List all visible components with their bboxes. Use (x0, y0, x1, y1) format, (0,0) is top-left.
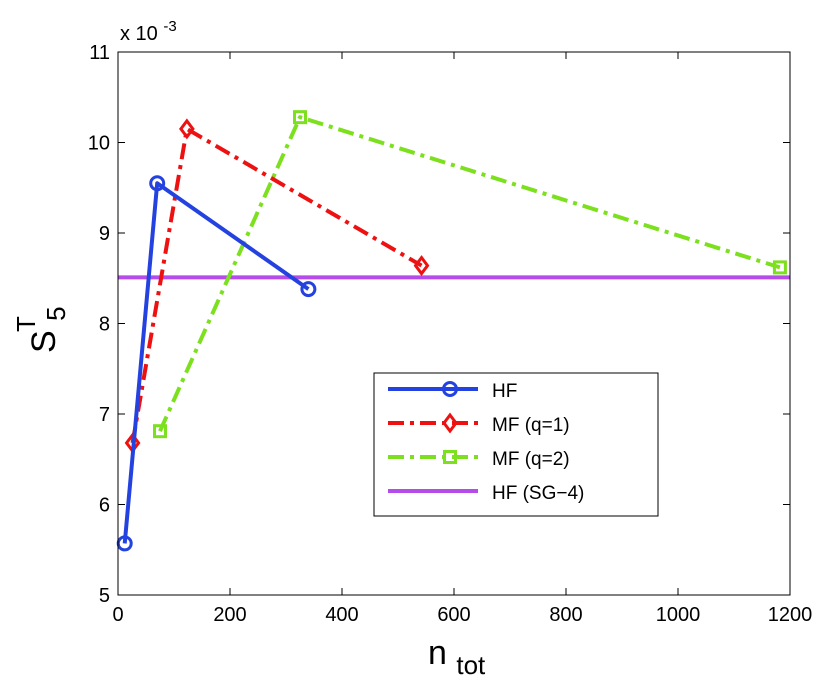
y-tick-label-2: 7 (99, 404, 110, 426)
series-0-point-2 (300, 281, 317, 298)
x-tick-label-3: 600 (437, 604, 470, 626)
series-1-point-1 (179, 118, 195, 140)
series-2-point-0 (153, 424, 167, 439)
y-scale-note: x 10 -3 (120, 18, 177, 45)
y-tick-label-0: 5 (99, 585, 110, 607)
y-tick-label-4: 9 (99, 223, 110, 245)
x-axis-title: n tot (428, 634, 486, 680)
legend-entry-hf-sg4: HF (SG−4) (492, 483, 584, 504)
series-1-line (130, 126, 423, 444)
y-axis-title-sub: 5 (41, 306, 71, 320)
legend-entry-mf-q1: MF (q=1) (492, 415, 570, 436)
legend-entry-hf: HF (492, 381, 517, 402)
x-tick-label-0: 0 (112, 604, 123, 626)
y-scale-note-text: x 10 (120, 23, 158, 45)
legend-key-marker-2 (443, 450, 457, 464)
series-2-line (158, 115, 781, 433)
x-axis-title-main: n (428, 634, 447, 672)
y-axis-title: S 5 T (11, 297, 73, 353)
y-tick-label-5: 10 (88, 133, 110, 155)
legend: HF MF (q=1) MF (q=2) HF (SG−4) (373, 372, 659, 517)
x-tick-label-4: 800 (549, 604, 582, 626)
series-1-point-2 (413, 255, 430, 277)
y-scale-exponent: -3 (163, 18, 176, 35)
y-tick-label-6: 11 (89, 42, 110, 64)
y-axis-title-main: S (25, 330, 63, 353)
x-axis-title-sub: tot (456, 650, 486, 680)
legend-box (373, 372, 659, 517)
y-tick-label-3: 8 (99, 314, 110, 336)
y-axis-title-sup: T (11, 316, 41, 332)
x-tick-label-6: 1200 (768, 604, 813, 626)
x-tick-label-5: 1000 (656, 604, 701, 626)
y-tick-label-1: 6 (99, 495, 110, 517)
x-tick-label-2: 400 (325, 604, 358, 626)
axis-ticks: 0 200 400 600 800 1000 1200 5 6 7 8 9 10 11 (88, 42, 813, 626)
legend-key-marker-0 (442, 381, 458, 397)
series-2-point-2 (772, 260, 787, 275)
series-2-point-1 (293, 110, 307, 125)
plot-marks (116, 110, 790, 552)
legend-key-marker-1 (442, 412, 458, 434)
series-0-point-1 (149, 175, 166, 192)
x-tick-label-1: 200 (213, 604, 246, 626)
series-0-line (122, 181, 310, 544)
legend-keys (388, 381, 478, 493)
legend-entry-mf-q2: MF (q=2) (492, 449, 570, 470)
